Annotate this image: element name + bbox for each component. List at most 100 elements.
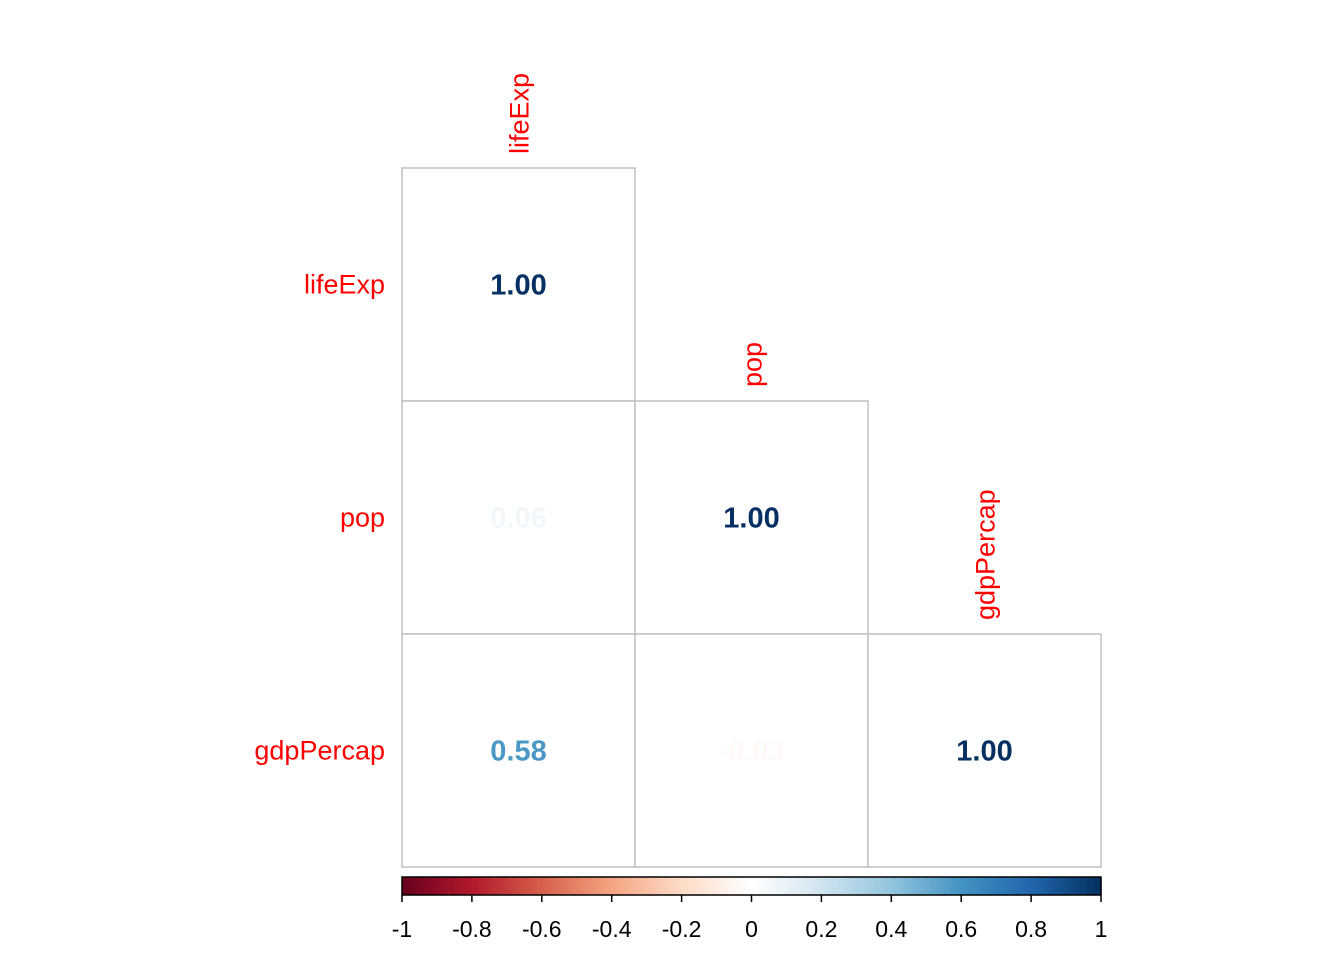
colorbar-segment — [534, 877, 539, 895]
colorbar-segment — [471, 877, 476, 895]
colorbar-segment — [429, 877, 435, 895]
colorbar-segment — [499, 877, 504, 895]
colorbar-segment — [538, 877, 543, 895]
colorbar-segment — [1013, 877, 1018, 895]
colorbar-segment — [730, 877, 735, 895]
colorbar-segment — [667, 877, 672, 895]
colorbar-segment — [999, 877, 1004, 895]
colorbar-segment — [824, 877, 829, 895]
colorbar-segment — [754, 877, 760, 895]
colorbar-segment — [1066, 877, 1071, 895]
colorbar-tick-label: 0.4 — [875, 916, 907, 942]
colorbar-segment — [968, 877, 973, 895]
colorbar-segment — [1073, 877, 1078, 895]
colorbar-segment — [901, 877, 906, 895]
colorbar-segment — [919, 877, 924, 895]
row-label-gdpPercap: gdpPercap — [254, 736, 385, 766]
colorbar-segment — [898, 877, 903, 895]
colorbar-segment — [419, 877, 424, 895]
colorbar-segment — [957, 877, 962, 895]
colorbar-segment — [688, 877, 693, 895]
cell-gdpPercap-gdpPercap — [867, 633, 1102, 868]
colorbar-segment — [796, 877, 802, 895]
colorbar-tick-label: -0.4 — [592, 916, 632, 942]
colorbar-segment — [852, 877, 857, 895]
colorbar-segment — [681, 877, 686, 895]
colorbar-segment — [713, 877, 718, 895]
colorbar-segment — [1052, 877, 1057, 895]
cell-gdpPercap-pop — [634, 633, 869, 868]
colorbar-segment — [933, 877, 938, 895]
colorbar-segment — [447, 877, 452, 895]
colorbar-segment — [887, 877, 892, 895]
colorbar-segment — [639, 877, 644, 895]
colorbar-segment — [482, 877, 487, 895]
colorbar-segment — [513, 877, 518, 895]
colorbar-segment — [912, 877, 917, 895]
colorbar-segment — [657, 877, 662, 895]
colorbar-tick-label: 0.2 — [805, 916, 837, 942]
colorbar-segment — [1080, 877, 1085, 895]
colorbar-segment — [636, 877, 641, 895]
colorbar-segment — [1055, 877, 1060, 895]
colorbar-segment — [1087, 877, 1092, 895]
colorbar-segment — [982, 877, 987, 895]
colorbar-segment — [1034, 877, 1039, 895]
colorbar-segment — [653, 877, 658, 895]
colorbar-segment — [408, 877, 414, 895]
colorbar-segment — [1094, 877, 1099, 895]
row-label-lifeExp: lifeExp — [304, 270, 385, 300]
colorbar-segment — [782, 877, 788, 895]
colorbar-segment — [402, 877, 407, 895]
colorbar-segment — [664, 877, 669, 895]
colorbar-segment — [989, 877, 994, 895]
colorbar-segment — [961, 877, 966, 895]
colorbar-segment — [789, 877, 795, 895]
colorbar-segment — [856, 877, 861, 895]
colorbar-segment — [748, 877, 753, 895]
colorbar-segment — [915, 877, 920, 895]
col-label-gdpPercap: gdpPercap — [971, 489, 1001, 620]
colorbar-segment — [943, 877, 948, 895]
colorbar-segment — [845, 877, 850, 895]
colorbar-segment — [786, 877, 791, 895]
colorbar-segment — [685, 877, 690, 895]
colorbar-segment — [884, 877, 889, 895]
colorbar-segment — [723, 877, 728, 895]
colorbar-segment — [433, 877, 438, 895]
colorbar-segment — [978, 877, 983, 895]
colorbar-segment — [929, 877, 934, 895]
colorbar-segment — [880, 877, 885, 895]
col-label-lifeExp: lifeExp — [505, 73, 535, 154]
colorbar-segment — [950, 877, 955, 895]
colorbar-segment — [510, 877, 515, 895]
cell-value-pop-pop: 1.00 — [723, 503, 779, 535]
colorbar-segment — [604, 877, 609, 895]
colorbar-tick-label: 1 — [1095, 916, 1108, 942]
colorbar-segment — [1041, 877, 1046, 895]
colorbar-segment — [926, 877, 931, 895]
colorbar-segment — [814, 877, 819, 895]
colorbar-segment — [870, 877, 875, 895]
colorbar-segment — [674, 877, 679, 895]
colorbar-segment — [485, 877, 490, 895]
colorbar-tick-label: -0.8 — [452, 916, 492, 942]
colorbar-segment — [1010, 877, 1015, 895]
colorbar-segment — [765, 877, 770, 895]
cell-value-gdpPercap-gdpPercap: 1.00 — [956, 736, 1012, 768]
colorbar-segment — [971, 877, 976, 895]
colorbar-segment — [922, 877, 927, 895]
colorbar-segment — [548, 877, 553, 895]
colorbar-segment — [975, 877, 980, 895]
colorbar-segment — [702, 877, 707, 895]
colorbar-segment — [1083, 877, 1088, 895]
colorbar-segment — [828, 877, 833, 895]
colorbar-segment — [741, 877, 746, 895]
colorbar-segment — [842, 877, 847, 895]
colorbar-segment — [475, 877, 480, 895]
colorbar-segment — [643, 877, 648, 895]
colorbar-segment — [422, 877, 428, 895]
colorbar-segment — [905, 877, 910, 895]
colorbar-segment — [415, 877, 421, 895]
